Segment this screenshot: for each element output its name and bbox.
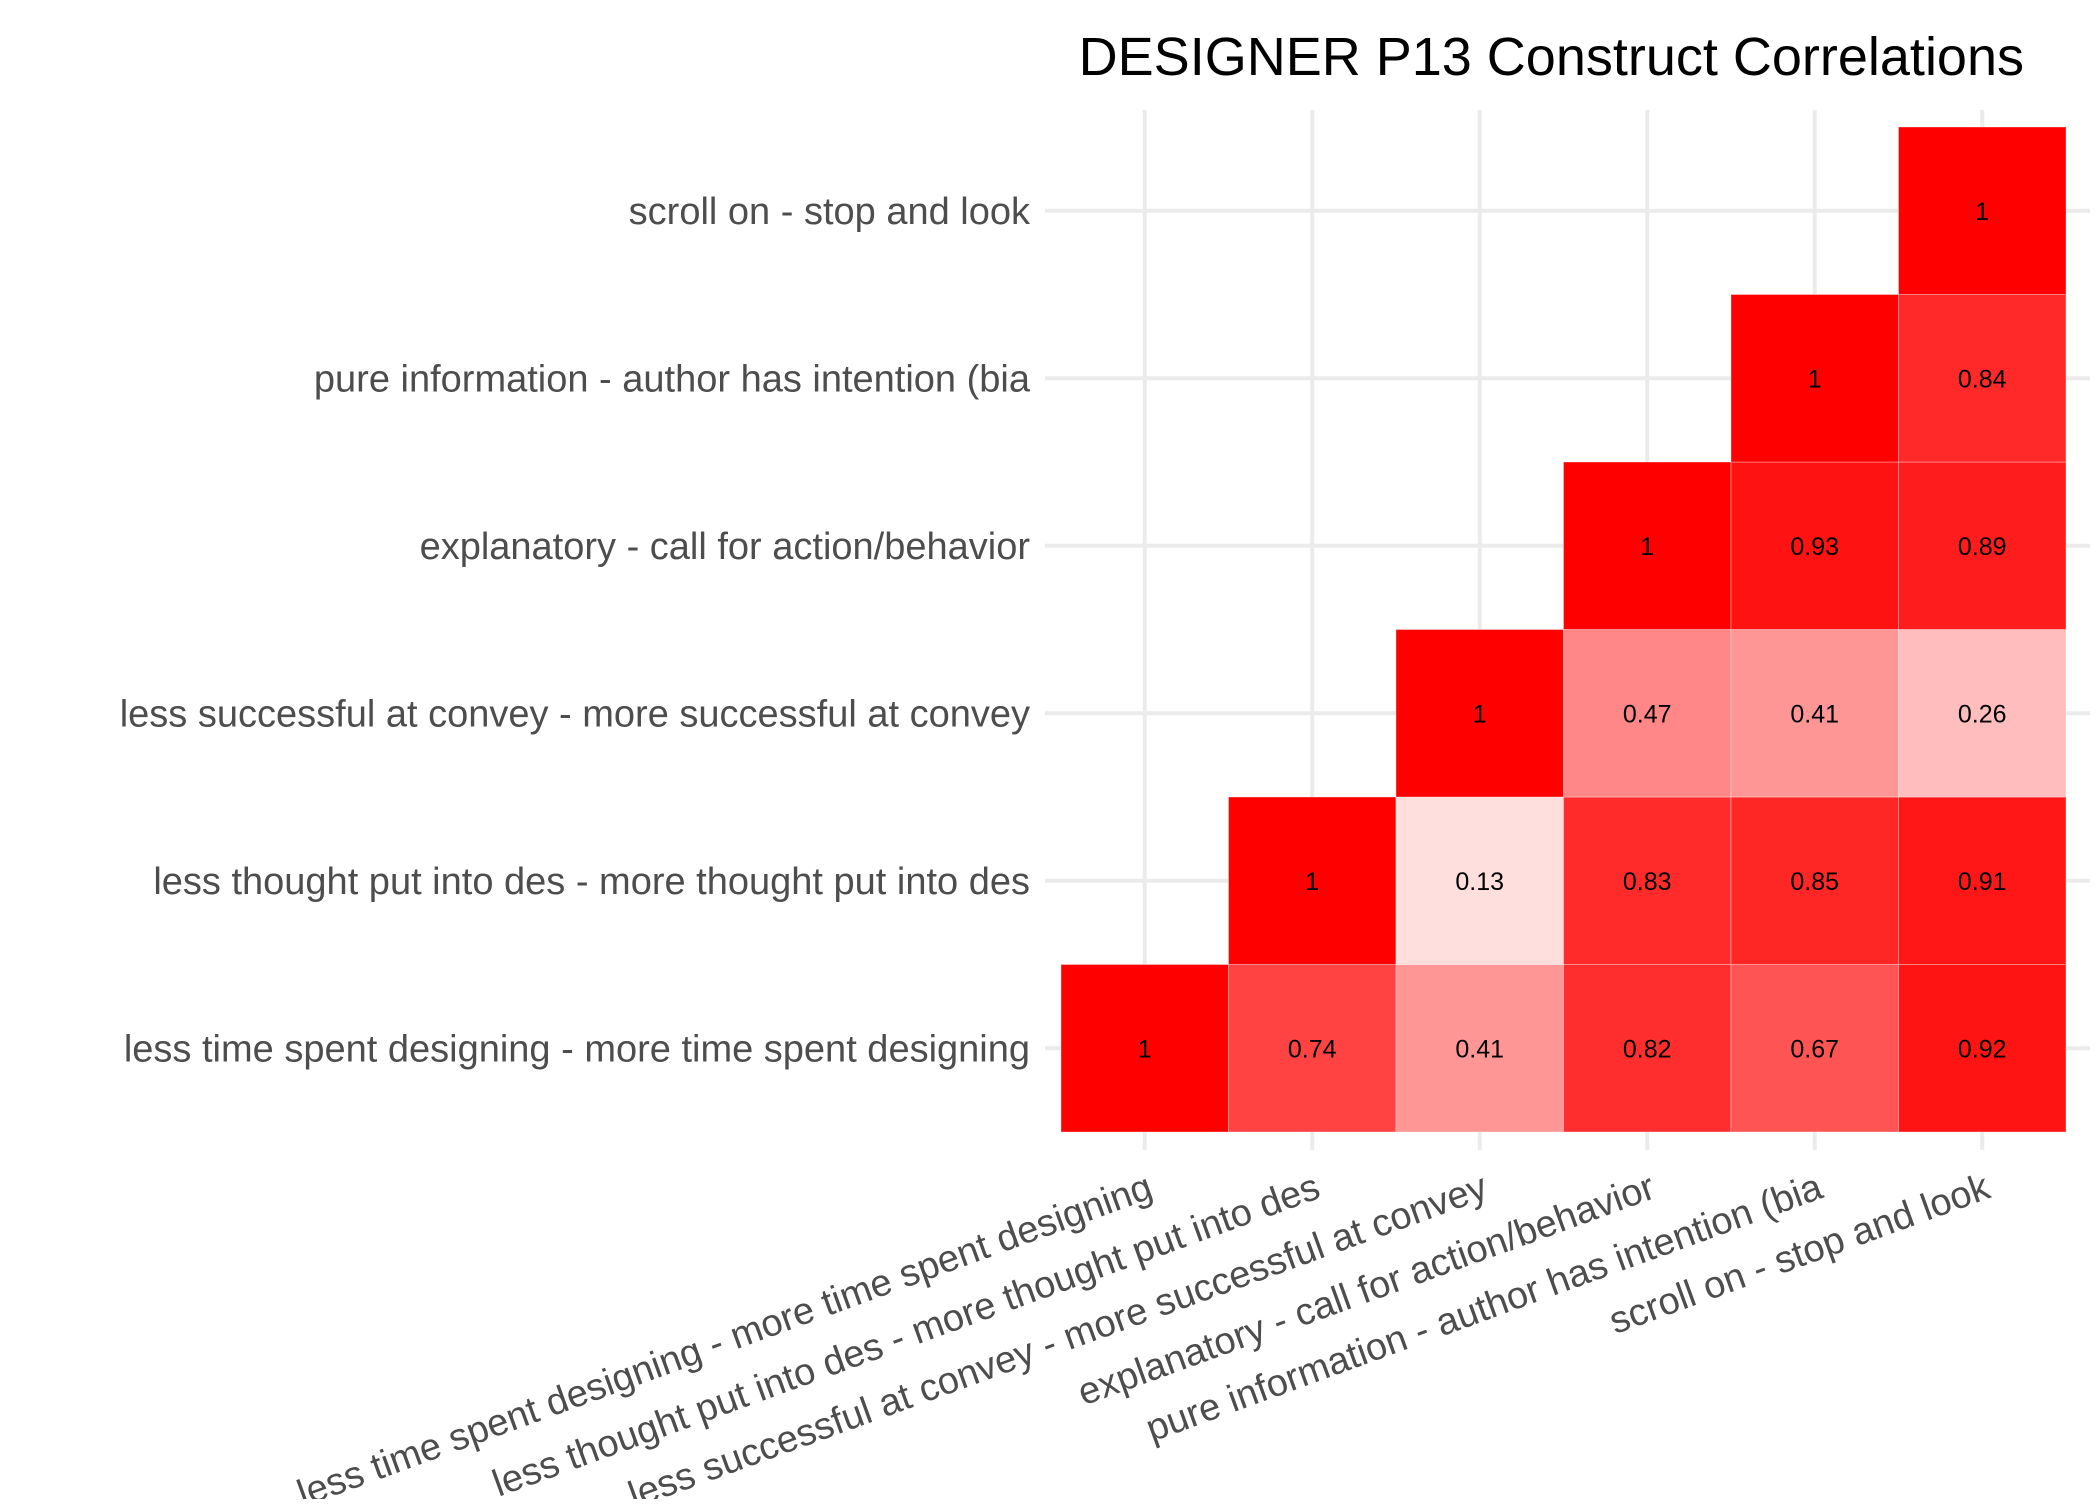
y-tick-label: explanatory - call for action/behavior [420,526,1031,568]
cell-value-label: 0.67 [1790,1035,1839,1063]
cell-value-label: 0.91 [1958,868,2007,896]
heatmap-cell [1395,629,1564,798]
cell-value-label: 0.13 [1455,868,1504,896]
cell-value-label: 0.92 [1958,1035,2007,1063]
heatmap-cell [1060,964,1229,1133]
cell-value-label: 0.47 [1623,700,1672,728]
heatmap-cell [1228,796,1397,965]
cell-value-label: 0.82 [1623,1035,1672,1063]
cell-value-label: 0.26 [1958,700,2007,728]
heatmap-cell [1563,629,1732,798]
cell-value-label: 1 [1975,198,1989,226]
heatmap-cell [1563,964,1732,1133]
chart-title: DESIGNER P13 Construct Correlations [1079,27,2024,87]
heatmap-cell [1730,461,1899,630]
heatmap-cell [1898,796,2067,965]
cell-value-label: 1 [1808,365,1822,393]
cell-value-label: 0.83 [1623,868,1672,896]
cell-value-label: 0.84 [1958,365,2007,393]
heatmap-cell [1730,629,1899,798]
heatmap-cell [1730,796,1899,965]
heatmap-cell [1730,964,1899,1133]
cell-value-label: 1 [1473,700,1487,728]
heatmap-cell [1563,796,1732,965]
heatmap-cell [1898,629,2067,798]
cell-value-label: 0.41 [1790,700,1839,728]
cell-value-label: 1 [1640,533,1654,561]
cell-value-label: 0.74 [1288,1035,1337,1063]
heatmap-cell [1898,126,2067,295]
heatmap-cell [1898,294,2067,463]
y-axis-tick-labels: less time spent designing - more time sp… [120,191,1031,1071]
heatmap-cell [1898,964,2067,1133]
heatmap-cell [1395,964,1564,1133]
y-tick-label: less successful at convey - more success… [120,693,1030,735]
heatmap-cell [1395,796,1564,965]
heatmap-cell [1730,294,1899,463]
cell-value-label: 0.89 [1958,533,2007,561]
cell-value-label: 0.41 [1455,1035,1504,1063]
heatmap-tiles [1060,126,2067,1133]
cell-value-label: 1 [1138,1035,1152,1063]
cell-value-label: 0.93 [1790,533,1839,561]
y-tick-label: scroll on - stop and look [629,191,1031,233]
value-labels: 1 0.74 0.41 0.82 0.67 0.92 1 0.13 0.83 0.85 0.91 1 0… [1138,198,2007,1064]
heatmap-cell [1898,461,2067,630]
cell-value-label: 0.85 [1790,868,1839,896]
y-tick-label: less time spent designing - more time sp… [124,1028,1030,1070]
cell-value-label: 1 [1305,868,1319,896]
y-tick-label: pure information - author has intention … [314,358,1031,400]
y-tick-label: less thought put into des - more thought… [153,861,1030,903]
